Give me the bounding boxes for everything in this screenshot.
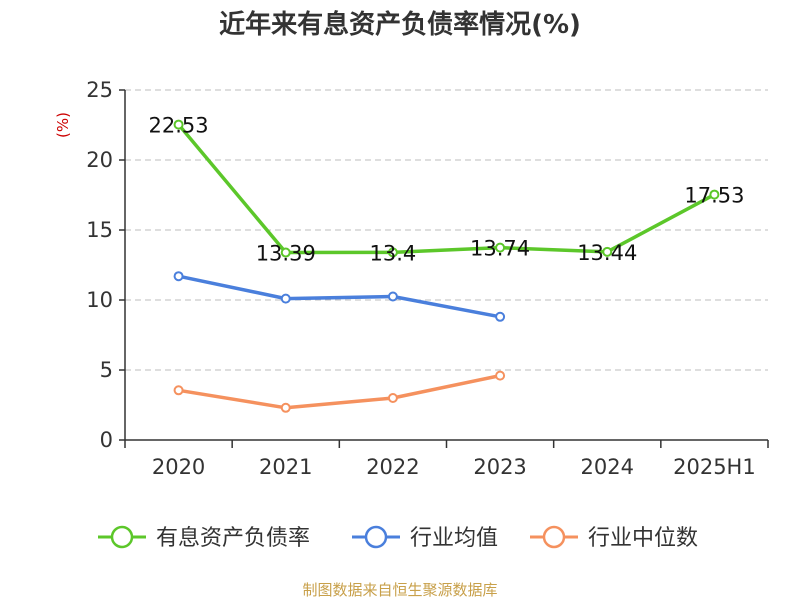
chart-title: 近年来有息资产负债率情况(%) (219, 9, 581, 40)
data-label: 13.39 (256, 242, 316, 266)
y-tick-label: 20 (86, 148, 113, 172)
data-label: 22.53 (149, 114, 209, 138)
data-point (602, 246, 613, 257)
legend-label: 有息资产负债率 (156, 526, 310, 551)
y-tick-label: 0 (100, 428, 113, 452)
data-point (173, 385, 184, 396)
series-line (178, 274, 501, 319)
data-point (709, 189, 720, 200)
legend-label: 行业中位数 (588, 526, 698, 551)
data-point (495, 242, 506, 253)
legend-item-2: 行业均值 (352, 525, 498, 551)
x-tick-label: 2025H1 (673, 455, 756, 479)
legend-marker (542, 525, 566, 549)
y-axis-unit: (%) (54, 112, 72, 138)
data-point (280, 402, 291, 413)
data-label: 13.4 (370, 241, 417, 265)
y-tick-label: 15 (86, 218, 113, 242)
y-tick-label: 5 (100, 358, 113, 382)
x-tick-label: 2024 (581, 455, 634, 479)
series-line (178, 373, 501, 410)
x-tick-label: 2021 (259, 455, 312, 479)
data-label: 13.74 (470, 237, 530, 261)
legend: 有息资产负债率 行业均值 行业中位数 (98, 525, 698, 551)
data-point (387, 291, 398, 302)
grid (125, 89, 768, 371)
legend-label: 行业均值 (410, 526, 498, 551)
legend-item-3: 行业中位数 (530, 525, 698, 551)
y-tick-label: 10 (86, 288, 113, 312)
y-tick-label: 25 (86, 78, 113, 102)
data-point (173, 271, 184, 282)
legend-marker (110, 525, 134, 549)
x-tick-label: 2022 (366, 455, 419, 479)
series-1: 22.53 13.39 13.4 13.74 13.44 17.53 (149, 114, 745, 266)
data-point (280, 293, 291, 304)
x-tick-label: 2020 (152, 455, 205, 479)
data-point (495, 370, 506, 381)
series-layer: 22.53 13.39 13.4 13.74 13.44 17.53 (149, 114, 745, 413)
data-point (173, 119, 184, 130)
data-point (387, 393, 398, 403)
data-point (387, 247, 398, 258)
source-note: 制图数据来自恒生聚源数据库 (302, 581, 497, 599)
data-point (280, 247, 291, 258)
legend-marker (364, 525, 388, 549)
series-line (177, 123, 716, 255)
data-label: 17.53 (684, 184, 744, 208)
series-3 (173, 370, 506, 413)
series-2 (173, 271, 506, 322)
axes: 0 5 10 15 20 25 2020 2021 2022 2023 2024 2025H1 (86, 78, 769, 479)
data-label: 13.44 (577, 241, 637, 265)
data-point (495, 311, 506, 322)
x-tick-label: 2023 (473, 455, 526, 479)
legend-item-1: 有息资产负债率 (98, 525, 310, 551)
